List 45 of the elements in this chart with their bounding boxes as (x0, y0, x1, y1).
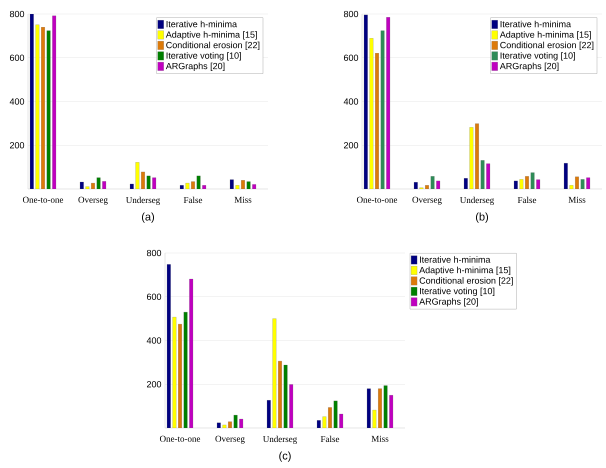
y-tick-label: 800 (344, 10, 358, 18)
y-tick-label: 200 (10, 142, 24, 148)
y-tick-label: 400 (344, 98, 358, 105)
y-tick-label: 600 (344, 54, 358, 61)
legend-label: ARGraphs [20] (166, 62, 224, 71)
legend-label: ARGraphs [20] (419, 298, 478, 306)
legend-label: Adaptive h-minima [15] (419, 266, 510, 276)
legend-label: Iterative voting [10] (420, 288, 494, 296)
legend-label: Iterative h-minima (500, 20, 572, 28)
legend-label: Iterative h-minima (166, 20, 238, 28)
legend-label: Adaptive h-minima [15] (500, 31, 591, 40)
x-tick-label: Underseg (460, 196, 494, 205)
x-tick-label: False (518, 196, 536, 204)
x-tick-label: Miss (234, 196, 252, 203)
y-tick-label: 600 (10, 54, 24, 61)
x-tick-label: Miss (372, 436, 388, 442)
x-tick-label: Overseg (78, 196, 108, 205)
y-tick-label: 200 (344, 142, 358, 148)
text: (c) (279, 452, 291, 462)
legend-label: ARGraphs [20] (500, 62, 558, 71)
x-tick-label: False (184, 196, 202, 204)
legend-label: Adaptive h-minima [15] (166, 31, 257, 40)
legend-label: Iterative voting [10] (500, 52, 575, 60)
x-tick-label: One-to-one (22, 196, 64, 203)
x-tick-label: Miss (568, 196, 586, 203)
y-tick-label: 800 (10, 10, 24, 18)
legend-label: Conditional erosion [22] (420, 277, 513, 286)
legend-label: Conditional erosion [22] (500, 42, 594, 50)
y-tick-label: 600 (146, 294, 162, 300)
text: (b) (476, 212, 488, 223)
x-tick-label: One-to-one (160, 436, 200, 442)
text: (a) (142, 212, 154, 223)
x-tick-label: Underseg (126, 196, 160, 205)
x-tick-label: One-to-one (356, 196, 398, 203)
x-tick-label: Underseg (263, 436, 298, 444)
x-tick-label: Overseg (215, 436, 245, 444)
y-tick-label: 200 (146, 381, 162, 388)
y-tick-label: 400 (146, 337, 162, 344)
x-tick-label: False (320, 436, 340, 442)
legend-label: Iterative voting [10] (166, 52, 241, 60)
legend-label: Iterative h-minima (420, 256, 490, 263)
legend-label: Conditional erosion [22] (166, 42, 260, 50)
x-tick-label: Overseg (412, 196, 442, 205)
y-tick-label: 800 (146, 250, 162, 256)
y-tick-label: 400 (10, 98, 24, 105)
